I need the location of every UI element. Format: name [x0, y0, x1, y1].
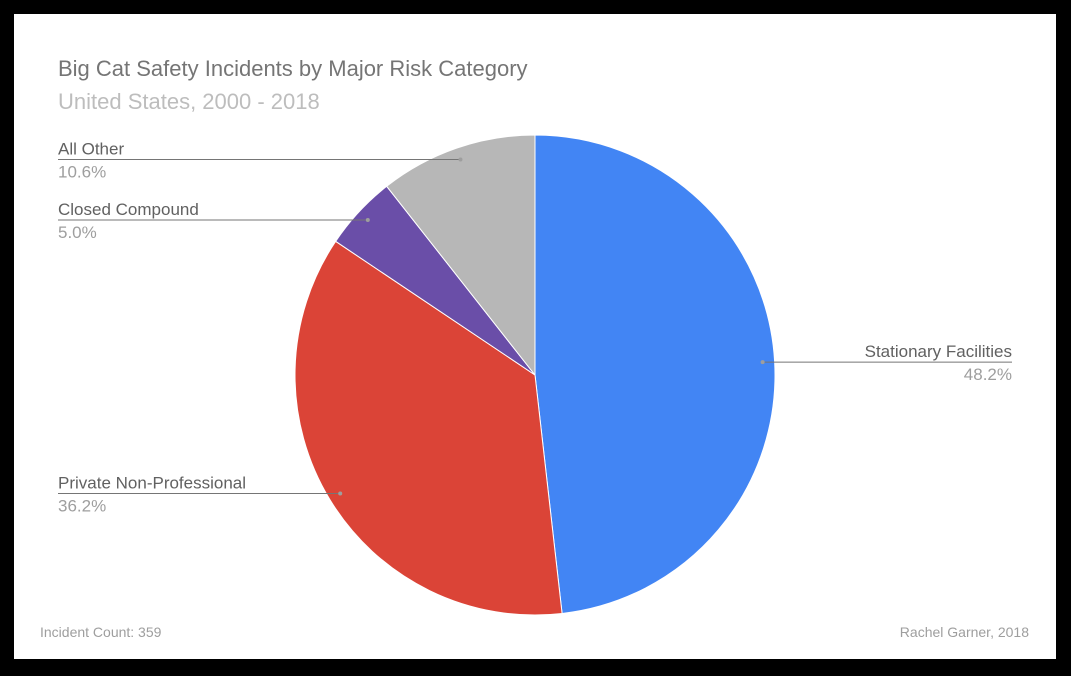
slice-value-all-other: 10.6%: [58, 163, 106, 182]
incident-count-note: Incident Count: 359: [40, 624, 162, 640]
slice-value-closed-compound: 5.0%: [58, 223, 97, 242]
slice-label-stationary-facilities: Stationary Facilities: [865, 342, 1012, 361]
author-credit: Rachel Garner, 2018: [899, 624, 1029, 640]
slice-label-closed-compound: Closed Compound: [58, 200, 199, 219]
leader-dot-private-non-professional: [338, 491, 343, 496]
chart-subtitle: United States, 2000 - 2018: [58, 89, 320, 114]
leader-dot-closed-compound: [365, 217, 370, 222]
pie-slice-stationary-facilities: [534, 134, 776, 615]
chart-title: Big Cat Safety Incidents by Major Risk C…: [58, 56, 528, 81]
pie-slice-private-non-professional: [294, 240, 563, 616]
pie-slice-all-other: [386, 134, 536, 377]
leader-dot-stationary-facilities: [760, 360, 765, 365]
slice-label-all-other: All Other: [58, 140, 124, 159]
leader-dot-all-other: [458, 157, 463, 162]
slice-label-private-non-professional: Private Non-Professional: [58, 474, 246, 493]
slice-value-stationary-facilities: 48.2%: [964, 365, 1012, 384]
slice-value-private-non-professional: 36.2%: [58, 497, 106, 516]
